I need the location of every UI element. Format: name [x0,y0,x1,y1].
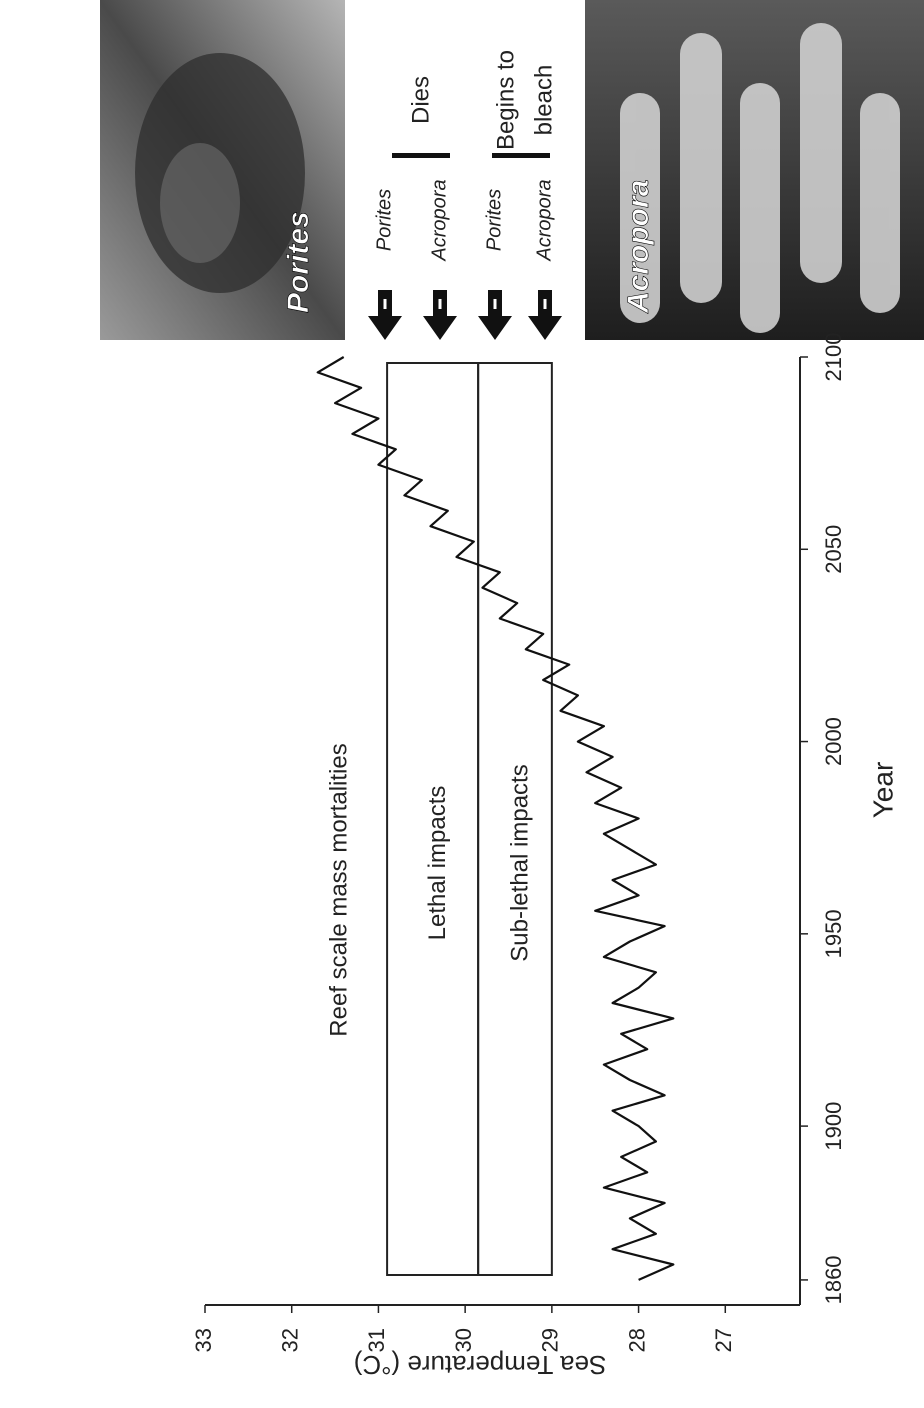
x-tick-label: 2050 [821,525,846,574]
y-axis-title: Sea Temperature (°C) [354,1350,607,1380]
band-label: Lethal impacts [424,786,451,941]
x-tick-label: 2000 [821,717,846,766]
x-tick-label: 2100 [821,333,846,382]
effect-label: Dies [407,76,434,124]
effect-label: Begins to [492,50,519,150]
y-tick-label: 31 [364,1328,389,1352]
y-tick-label: 28 [624,1328,649,1352]
x-axis-title: Year [867,762,898,819]
y-tick-label: 30 [451,1328,476,1352]
y-tick-label: 32 [278,1328,303,1352]
species-label: Porites [373,189,395,251]
photo-texture [160,143,240,263]
species-label: Acropora [533,179,555,261]
x-tick-label: 1950 [821,909,846,958]
x-tick-label: 1900 [821,1102,846,1151]
arrow [528,290,562,340]
y-tick-label: 33 [191,1328,216,1352]
arrow [423,290,457,340]
rotated-figure: 27 28 29 30 31 32 33 1860 1900 1950 2000 2050 2100 Se… [100,0,924,1380]
arrow [368,290,402,340]
effect-label: bleach [530,65,557,136]
top-annotation: Reef scale mass mortalities [325,743,352,1036]
species-label: Porites [483,189,505,251]
effect-bar [492,153,550,158]
photo-label: Porites [282,211,315,313]
y-tick-label: 27 [711,1328,736,1352]
photo-label: Acropora [622,180,655,314]
species-label: Acropora [428,179,450,261]
page: 27 28 29 30 31 32 33 1860 1900 1950 2000 2050 2100 Se… [0,0,924,1403]
x-tick-label: 1860 [821,1255,846,1304]
temperature-line [318,357,674,1280]
arrow [478,290,512,340]
effect-bar [392,153,450,158]
band-label: Sub-lethal impacts [506,764,533,961]
figure: 27 28 29 30 31 32 33 1860 1900 1950 2000 2050 2100 Se… [0,0,924,1403]
y-tick-label: 29 [538,1328,563,1352]
